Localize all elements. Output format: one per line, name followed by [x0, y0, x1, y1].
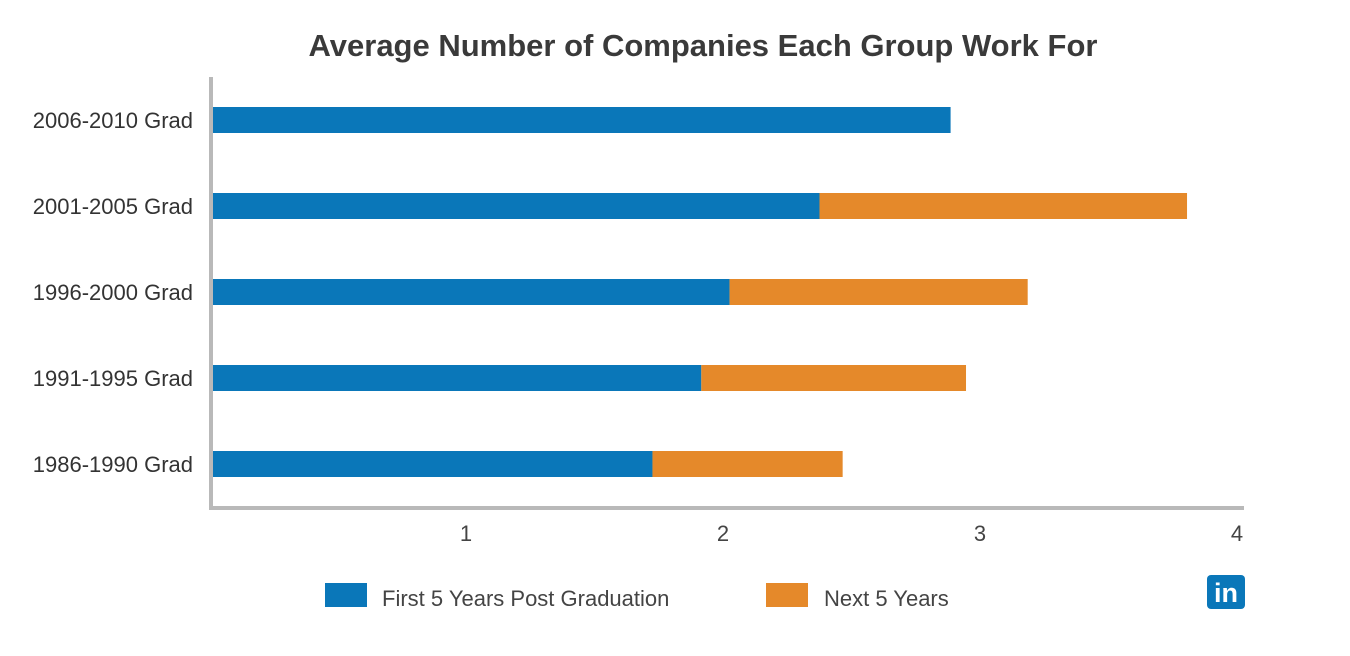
category-label: 1996-2000 Grad: [33, 280, 193, 305]
bar-first-5-years: [213, 279, 730, 305]
linkedin-logo: in: [1207, 575, 1245, 609]
bars: [213, 107, 1188, 477]
bar-next-5-years: [819, 193, 1188, 219]
bar-next-5-years: [729, 279, 1028, 305]
category-label: 2001-2005 Grad: [33, 194, 193, 219]
legend: First 5 Years Post Graduation Next 5 Year…: [325, 583, 949, 611]
category-label: 1986-1990 Grad: [33, 452, 193, 477]
x-axis-ticks: 1 2 3 4: [460, 521, 1243, 546]
x-tick-label: 3: [974, 521, 986, 546]
chart-title: Average Number of Companies Each Group W…: [309, 28, 1098, 63]
bar-first-5-years: [213, 451, 653, 477]
legend-label: First 5 Years Post Graduation: [382, 586, 669, 611]
x-tick-label: 2: [717, 521, 729, 546]
category-label: 1991-1995 Grad: [33, 366, 193, 391]
legend-swatch: [325, 583, 367, 607]
bar-first-5-years: [213, 193, 820, 219]
bar-next-5-years: [701, 365, 967, 391]
x-tick-label: 4: [1231, 521, 1243, 546]
category-label: 2006-2010 Grad: [33, 108, 193, 133]
legend-label: Next 5 Years: [824, 586, 949, 611]
bar-next-5-years: [652, 451, 843, 477]
category-labels: 2006-2010 Grad 2001-2005 Grad 1996-2000 Gr…: [33, 108, 193, 477]
linkedin-logo-text: in: [1214, 578, 1238, 608]
legend-swatch: [766, 583, 808, 607]
bar-first-5-years: [213, 107, 951, 133]
linkedin-icon: [1207, 575, 1245, 609]
bar-first-5-years: [213, 365, 702, 391]
x-tick-label: 1: [460, 521, 472, 546]
